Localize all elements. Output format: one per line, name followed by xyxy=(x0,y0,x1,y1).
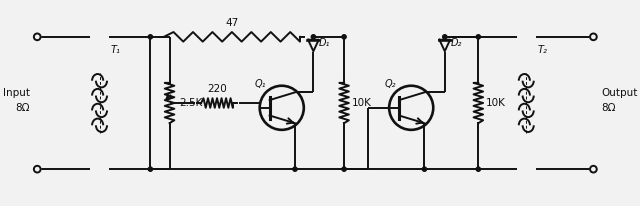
Circle shape xyxy=(293,167,297,171)
Text: 47: 47 xyxy=(225,18,239,28)
Text: 10K: 10K xyxy=(352,98,372,108)
Text: D₂: D₂ xyxy=(451,37,462,48)
Circle shape xyxy=(422,167,426,171)
Text: Q₁: Q₁ xyxy=(255,79,266,89)
Text: 2.5K: 2.5K xyxy=(179,98,202,108)
Circle shape xyxy=(342,167,346,171)
Circle shape xyxy=(34,34,40,40)
Text: 8Ω: 8Ω xyxy=(15,103,29,113)
Circle shape xyxy=(148,167,152,171)
Circle shape xyxy=(590,34,596,40)
Text: T₁: T₁ xyxy=(111,45,121,55)
Circle shape xyxy=(342,35,346,39)
Text: 8Ω: 8Ω xyxy=(601,103,616,113)
Circle shape xyxy=(443,35,447,39)
Text: 220: 220 xyxy=(207,84,227,94)
Circle shape xyxy=(476,167,481,171)
Circle shape xyxy=(34,166,40,172)
Text: Q₂: Q₂ xyxy=(385,79,396,89)
Circle shape xyxy=(311,35,316,39)
Text: T₂: T₂ xyxy=(538,45,548,55)
Text: Input: Input xyxy=(3,88,29,98)
Circle shape xyxy=(590,166,596,172)
Text: 10K: 10K xyxy=(486,98,506,108)
Text: Output: Output xyxy=(601,88,637,98)
Circle shape xyxy=(476,35,481,39)
Text: D₁: D₁ xyxy=(319,37,330,48)
Circle shape xyxy=(148,35,152,39)
